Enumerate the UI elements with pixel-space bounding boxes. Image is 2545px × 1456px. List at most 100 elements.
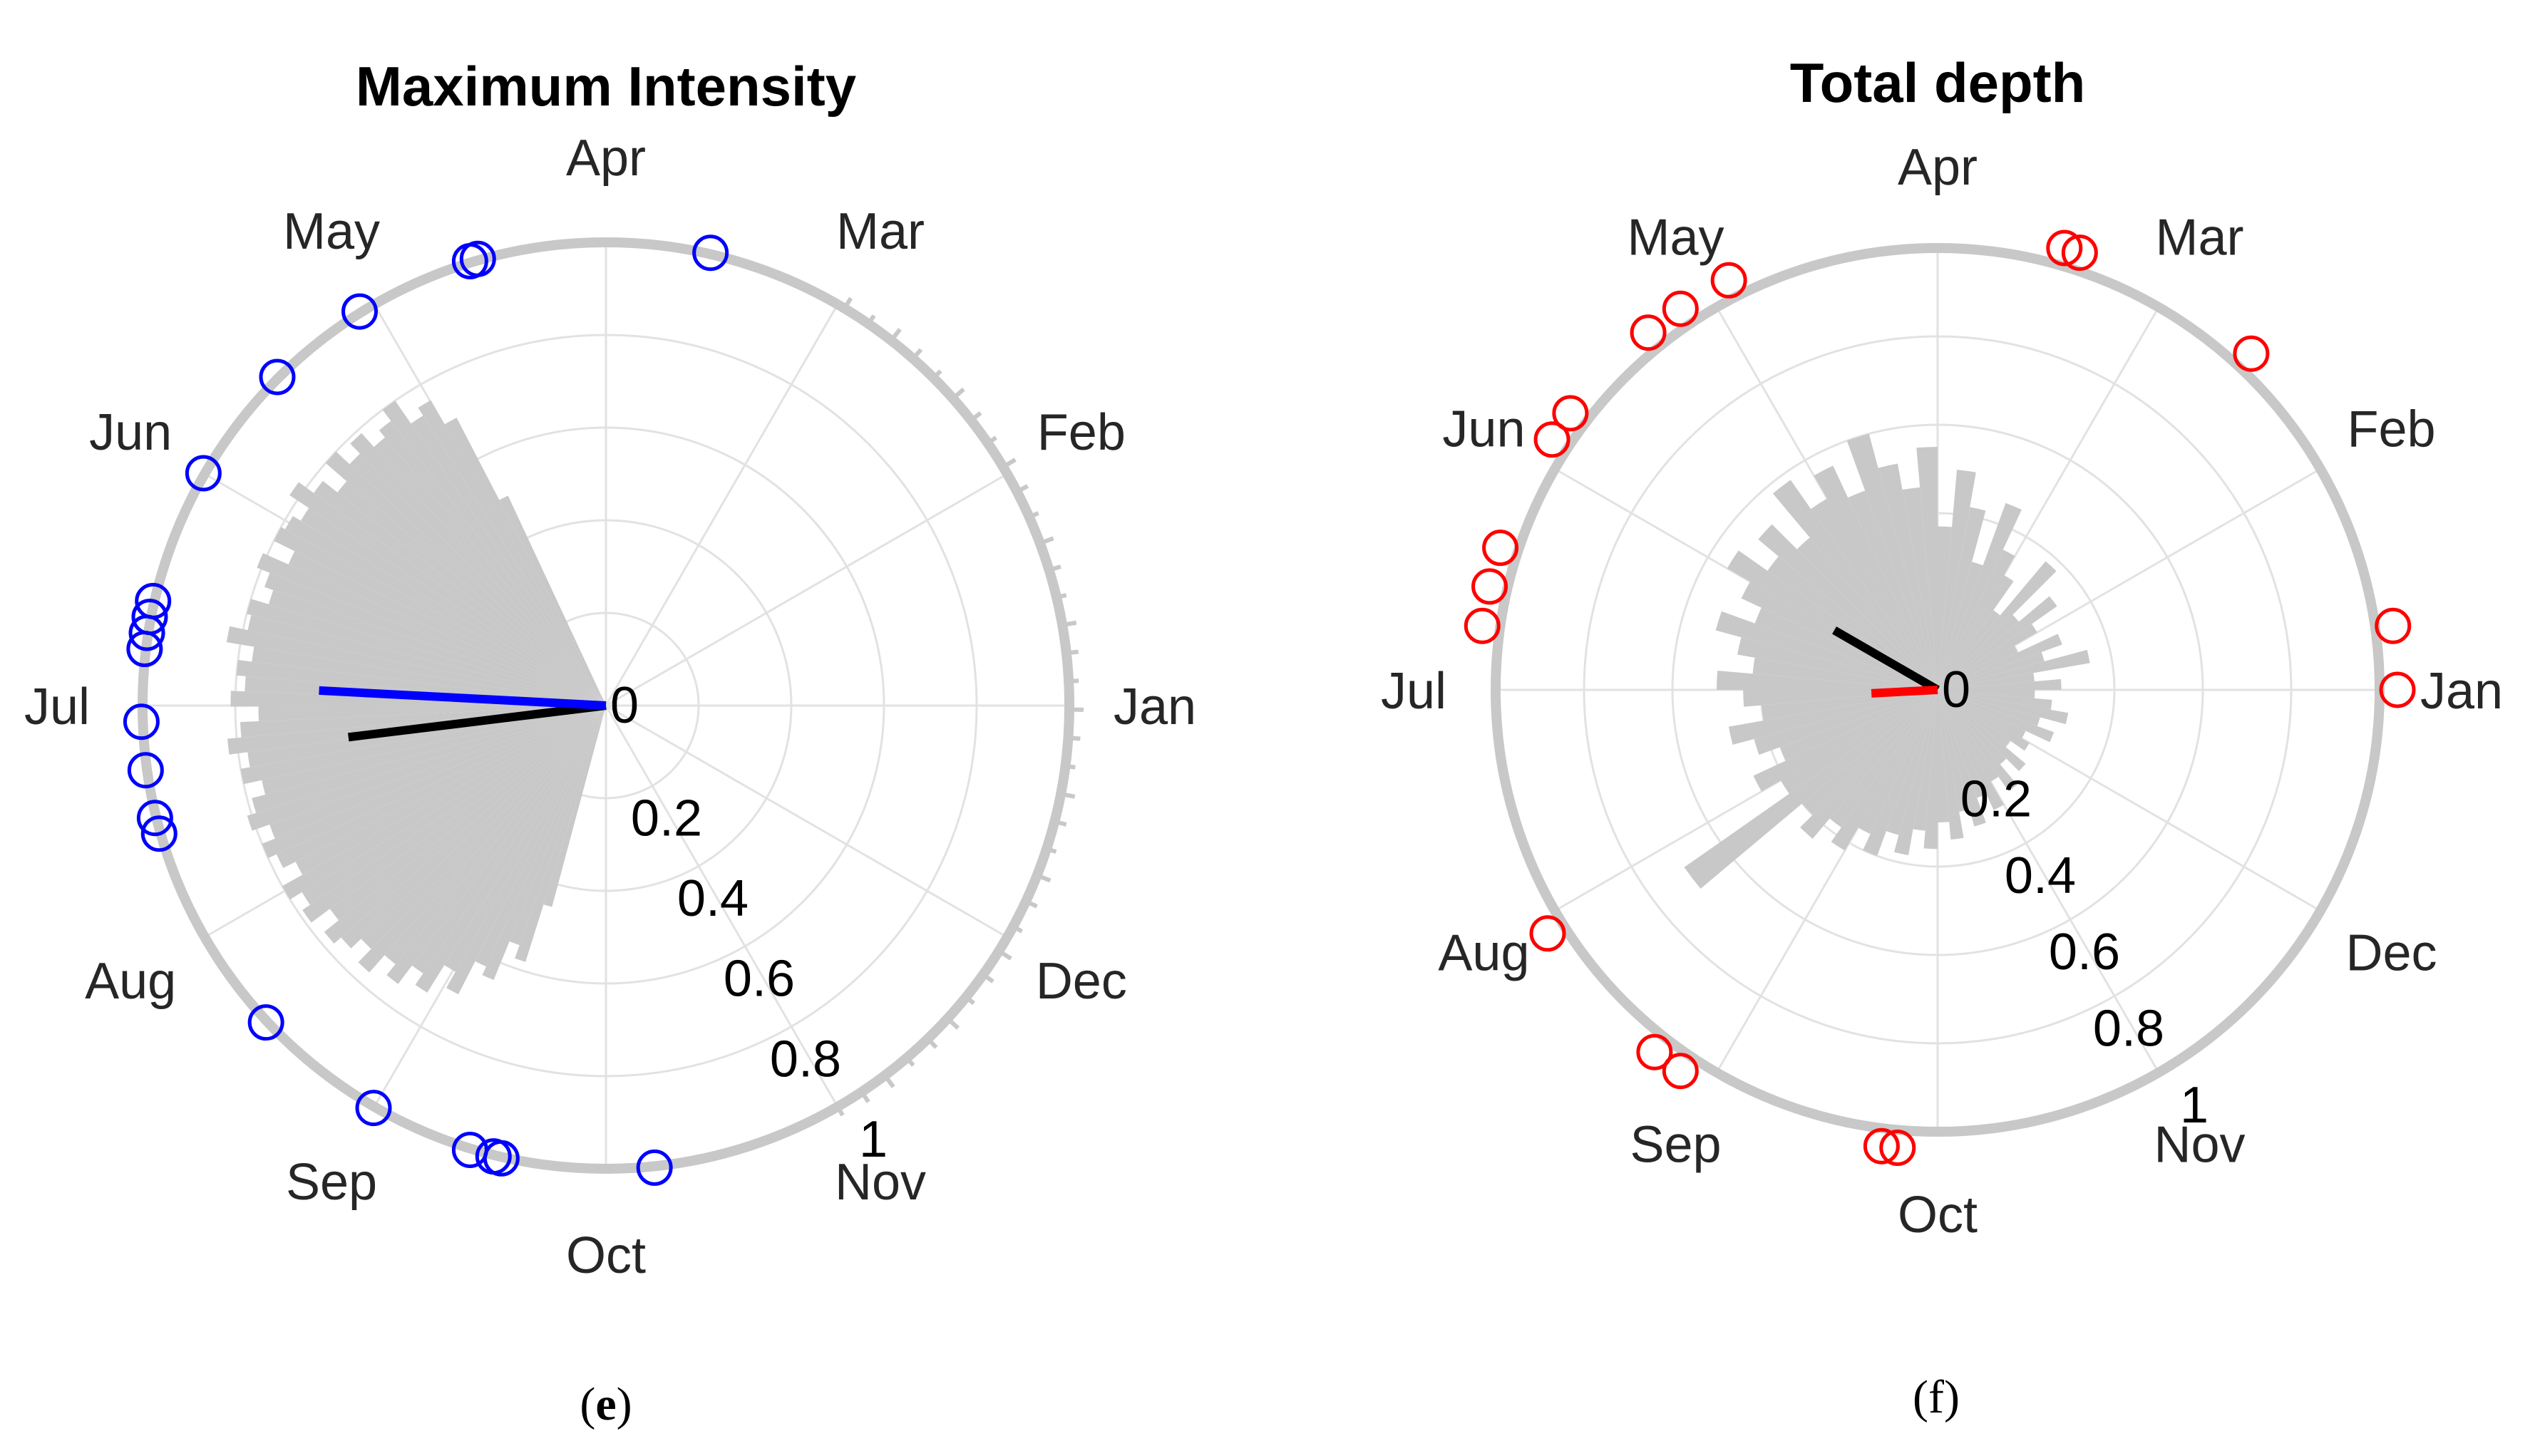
grid-spoke <box>605 704 1008 939</box>
histogram-bar <box>499 495 606 706</box>
event-point <box>341 293 378 330</box>
histogram-bar <box>236 660 606 706</box>
ring-mark <box>1060 620 1077 628</box>
month-label: Nov <box>835 1154 926 1211</box>
histogram-bar <box>415 706 606 993</box>
ring-mark <box>882 1073 895 1088</box>
radial-tick-label: 1 <box>2180 1077 2209 1134</box>
month-label: Dec <box>2346 925 2437 982</box>
caption-open: ( <box>1913 1371 1928 1423</box>
ring-mark <box>904 1055 915 1067</box>
ring-mark <box>931 369 942 381</box>
month-label: Jan <box>2420 663 2503 720</box>
histogram-bar <box>1800 690 1938 839</box>
histogram-bar <box>1737 637 1938 690</box>
month-label: Oct <box>566 1227 646 1284</box>
histogram-bar <box>1894 690 1938 856</box>
event-point <box>2046 229 2083 267</box>
month-label: May <box>283 203 380 260</box>
histogram-bar <box>314 480 606 706</box>
histogram-bar <box>1938 690 2010 747</box>
histogram-bar <box>1758 524 1938 690</box>
histogram-bar <box>262 706 606 795</box>
histogram-bar <box>1938 610 2000 690</box>
histogram-bar <box>1831 690 1938 851</box>
ring-mark <box>1024 899 1038 909</box>
histogram-bar <box>1846 433 1938 690</box>
ring-mark <box>1064 763 1076 770</box>
month-label: Sep <box>286 1154 377 1211</box>
month-label: Aug <box>85 953 176 1010</box>
ring-mark <box>1064 649 1079 656</box>
histogram-bar <box>1938 549 2015 690</box>
grid-spoke <box>605 473 1008 707</box>
ring-mark <box>910 348 923 361</box>
histogram-bar <box>1848 490 1938 690</box>
histogram-bar <box>1938 690 2017 792</box>
ring-mark <box>968 411 982 423</box>
event-point <box>1863 1127 1900 1165</box>
month-label: Jun <box>1442 401 1525 458</box>
month-label: Jul <box>24 678 90 735</box>
radial-tick-label: 0.8 <box>2093 1001 2164 1058</box>
event-point <box>136 800 173 837</box>
ring-mark <box>945 1016 960 1030</box>
histogram-bar <box>444 706 606 972</box>
event-point <box>451 242 488 279</box>
month-label: Jul <box>1381 663 1446 720</box>
histogram-bar <box>1715 611 1938 690</box>
month-label: Mar <box>836 203 925 260</box>
event-point <box>140 815 178 852</box>
histogram-bar <box>1902 487 1938 690</box>
radial-tick-label: 0.4 <box>677 870 749 927</box>
histogram-bar <box>382 401 606 706</box>
caption-letter: f <box>1928 1371 1944 1423</box>
ring-mark <box>888 328 902 344</box>
histogram-bar <box>1938 690 2026 739</box>
month-label: Dec <box>1036 953 1127 1010</box>
histogram-bar <box>1938 649 2090 690</box>
histogram-bar <box>295 706 606 875</box>
caption-close: ) <box>1944 1371 1960 1423</box>
radial-tick-label: 0 <box>610 677 639 734</box>
event-point <box>2375 607 2412 644</box>
histogram-bar <box>1938 690 1987 798</box>
histogram-bar <box>1858 690 1938 835</box>
chart-title: Maximum Intensity <box>356 55 856 118</box>
month-label: Jan <box>1114 678 1196 735</box>
radial-tick-label: 0 <box>1942 661 1970 718</box>
histogram-bar <box>247 615 606 706</box>
histogram-bar <box>1938 562 1983 690</box>
histogram-bar <box>274 527 606 706</box>
ring-mark <box>859 1089 870 1103</box>
histogram-bar <box>1938 673 2035 690</box>
event-point <box>1710 262 1747 299</box>
histogram-bar <box>349 453 606 706</box>
histogram-bar <box>1752 657 1938 690</box>
ring-mark <box>980 971 994 983</box>
histogram-bar <box>1938 690 1999 782</box>
ring-mark <box>1027 511 1039 520</box>
month-label: Apr <box>1898 139 1978 196</box>
event-point <box>1482 530 1519 567</box>
resultant-vector-black <box>347 701 607 742</box>
histogram-bar <box>257 553 606 706</box>
histogram-bar <box>515 706 606 962</box>
month-label: Nov <box>2154 1117 2245 1174</box>
histogram-bar <box>302 706 606 905</box>
histogram-bar <box>337 481 606 706</box>
histogram-bar <box>358 706 606 973</box>
histogram-bar <box>329 706 606 921</box>
histogram-bar <box>252 646 606 706</box>
radial-tick-label: 0.8 <box>770 1031 841 1088</box>
histogram-bar <box>444 418 606 706</box>
histogram-bar <box>1938 690 2035 698</box>
histogram-bar <box>268 590 606 706</box>
histogram-bar <box>1717 670 1938 690</box>
histogram-bar <box>1938 690 1986 827</box>
ring-mark <box>1044 846 1057 855</box>
grid-spoke <box>1937 688 2321 912</box>
histogram-bar <box>1938 690 2007 765</box>
ring-mark <box>865 314 876 326</box>
histogram-bar <box>1916 447 1938 690</box>
